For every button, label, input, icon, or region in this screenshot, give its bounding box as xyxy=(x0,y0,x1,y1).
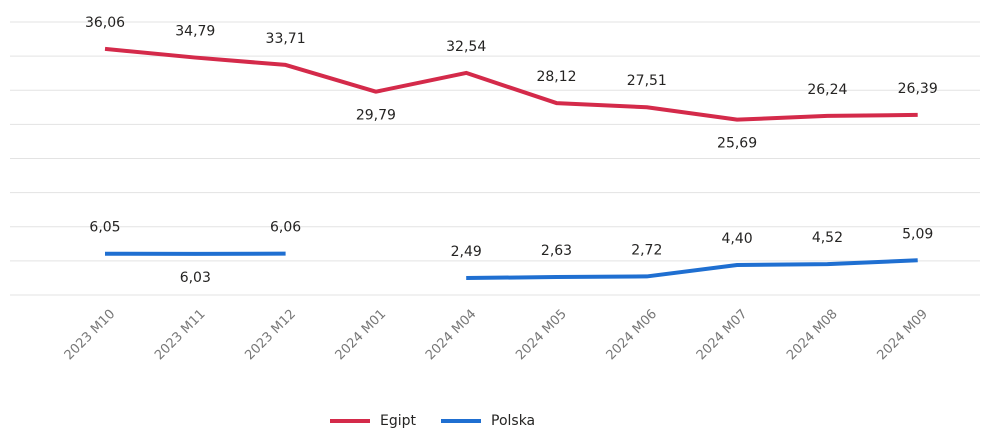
x-tick-label: 2024 M01 xyxy=(333,307,390,364)
data-label: 4,40 xyxy=(722,231,753,247)
data-label: 6,05 xyxy=(89,220,120,236)
x-tick-label: 2024 M07 xyxy=(694,307,751,364)
data-label: 32,54 xyxy=(446,39,486,55)
x-tick-label: 2024 M09 xyxy=(874,307,931,364)
x-tick-label: 2023 M11 xyxy=(152,307,209,364)
data-label: 2,49 xyxy=(451,244,482,260)
data-label: 2,72 xyxy=(631,242,662,258)
data-label: 26,24 xyxy=(807,82,847,98)
data-label: 26,39 xyxy=(898,81,938,97)
data-label: 36,06 xyxy=(85,15,125,31)
data-label: 27,51 xyxy=(627,73,667,89)
x-tick-label: 2024 M08 xyxy=(784,307,841,364)
data-label: 4,52 xyxy=(812,230,843,246)
data-label: 34,79 xyxy=(175,24,215,40)
data-label: 25,69 xyxy=(717,136,757,152)
x-tick-label: 2024 M05 xyxy=(513,307,570,364)
series-line xyxy=(466,258,918,281)
data-label: 5,09 xyxy=(902,226,933,242)
data-label: 2,63 xyxy=(541,243,572,259)
legend-label: Egipt xyxy=(380,413,417,429)
x-tick-label: 2024 M04 xyxy=(423,307,480,364)
x-tick-label: 2024 M06 xyxy=(604,307,661,364)
x-tick-label: 2023 M10 xyxy=(62,307,119,364)
data-label: 6,03 xyxy=(180,270,211,286)
x-tick-label: 2023 M12 xyxy=(242,307,299,364)
series-line xyxy=(104,46,918,122)
legend-label: Polska xyxy=(491,413,535,429)
data-label: 29,79 xyxy=(356,108,396,124)
data-label: 28,12 xyxy=(536,69,576,85)
data-label: 33,71 xyxy=(266,31,306,47)
data-label: 6,06 xyxy=(270,220,301,236)
